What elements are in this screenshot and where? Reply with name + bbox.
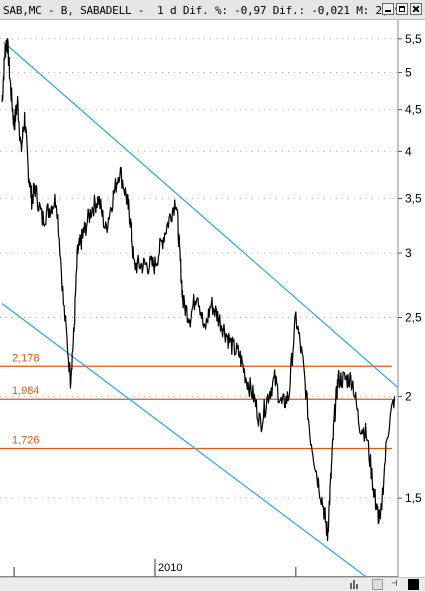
minimize-button[interactable] <box>382 3 394 15</box>
level-label: 1,726 <box>12 434 40 446</box>
trend-lower-line <box>1 303 367 577</box>
chart-toolbar: ⊣ <box>0 577 425 591</box>
save-icon[interactable] <box>372 579 383 590</box>
level-label: 2,178 <box>12 352 40 364</box>
y-tick-label: 2,5 <box>405 311 422 325</box>
y-tick-label: 4 <box>405 144 412 158</box>
color-swatch-icon[interactable] <box>408 579 419 590</box>
y-tick-label: 1,5 <box>405 491 422 505</box>
window-titlebar[interactable]: SAB,MC - B, SABADELL - 1 d Dif. %: -0,97… <box>0 0 425 20</box>
y-tick-label: 4,5 <box>405 103 422 117</box>
y-tick-label: 3,5 <box>405 192 422 206</box>
price-chart[interactable]: 5,554,543,532,521,520082010201220102,178… <box>0 20 425 577</box>
trend-upper-line <box>3 41 399 389</box>
maximize-button[interactable] <box>396 3 408 15</box>
y-tick-label: 3 <box>405 246 412 260</box>
y-tick-label: 5,5 <box>405 32 422 46</box>
close-button[interactable] <box>410 3 422 15</box>
window-title: SAB,MC - B, SABADELL - 1 d Dif. %: -0,97… <box>3 4 408 17</box>
level-label: 1,984 <box>12 385 40 397</box>
window-controls <box>382 3 422 15</box>
bar-style-icon[interactable] <box>349 579 360 590</box>
y-tick-label: 5 <box>405 65 412 79</box>
price-series-line <box>1 38 396 542</box>
pin-icon[interactable]: ⊣ <box>391 578 398 589</box>
x-gridline-label: 2010 <box>158 562 182 574</box>
y-tick-label: 2 <box>405 389 412 403</box>
